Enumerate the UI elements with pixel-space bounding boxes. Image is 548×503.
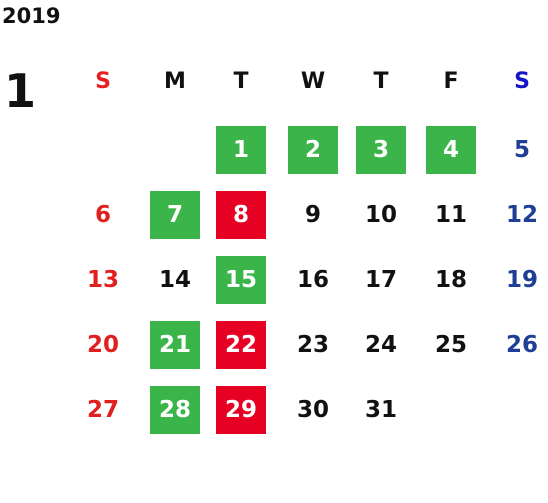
day: 12 bbox=[505, 202, 538, 228]
day: 25 bbox=[434, 332, 467, 358]
highlighted-day: 21 bbox=[150, 321, 200, 369]
day: 23 bbox=[296, 332, 329, 358]
day: 24 bbox=[364, 332, 397, 358]
day: 10 bbox=[364, 202, 397, 228]
day: 31 bbox=[364, 397, 397, 423]
day: 27 bbox=[86, 397, 119, 423]
day: 5 bbox=[513, 137, 530, 163]
weekday-label: W bbox=[300, 68, 326, 94]
highlighted-day: 8 bbox=[216, 191, 266, 239]
day: 13 bbox=[86, 267, 119, 293]
day: 18 bbox=[434, 267, 467, 293]
day: 19 bbox=[505, 267, 538, 293]
highlighted-day: 2 bbox=[288, 126, 338, 174]
year: 2019 bbox=[2, 4, 61, 28]
day: 9 bbox=[304, 202, 321, 228]
day: 6 bbox=[94, 202, 111, 228]
day: 11 bbox=[434, 202, 467, 228]
day: 26 bbox=[505, 332, 538, 358]
weekday-label: T bbox=[373, 68, 389, 94]
highlighted-day: 29 bbox=[216, 386, 266, 434]
highlighted-day: 15 bbox=[216, 256, 266, 304]
weekday-label: M bbox=[164, 68, 186, 94]
month: 1 bbox=[4, 64, 37, 118]
highlighted-day: 22 bbox=[216, 321, 266, 369]
highlighted-day: 4 bbox=[426, 126, 476, 174]
day: 16 bbox=[296, 267, 329, 293]
weekday-label: F bbox=[443, 68, 459, 94]
day: 17 bbox=[364, 267, 397, 293]
day: 20 bbox=[86, 332, 119, 358]
highlighted-day: 7 bbox=[150, 191, 200, 239]
day: 30 bbox=[296, 397, 329, 423]
weekday-label: S bbox=[95, 68, 111, 94]
highlighted-day: 1 bbox=[216, 126, 266, 174]
day: 14 bbox=[158, 267, 191, 293]
highlighted-day: 3 bbox=[356, 126, 406, 174]
weekday-label: S bbox=[514, 68, 530, 94]
weekday-label: T bbox=[233, 68, 249, 94]
highlighted-day: 28 bbox=[150, 386, 200, 434]
